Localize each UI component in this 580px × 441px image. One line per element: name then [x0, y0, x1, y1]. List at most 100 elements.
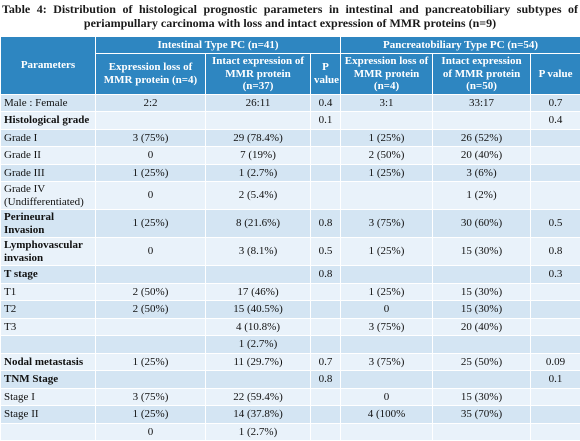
- row-label: Grade II: [1, 147, 96, 165]
- table-cell: [96, 266, 206, 284]
- table-cell: 4 (10.8%): [206, 318, 311, 336]
- table-title: Table 4: Distribution of histological pr…: [2, 2, 578, 31]
- table-cell: 0.8: [311, 210, 341, 238]
- table-cell: 3 (75%): [341, 318, 433, 336]
- table-cell: [311, 129, 341, 147]
- table-cell: [311, 182, 341, 210]
- table-cell: 0.09: [531, 353, 580, 371]
- table-cell: [531, 388, 580, 406]
- row-label: TNM Stage: [1, 371, 96, 389]
- table-cell: 15 (30%): [433, 301, 531, 319]
- table-cell: 3 (8.1%): [206, 238, 311, 266]
- row-label: T stage: [1, 266, 96, 284]
- table-cell: [341, 182, 433, 210]
- table-cell: [311, 301, 341, 319]
- table-cell: [531, 423, 580, 441]
- group-header: Pancreatobiliary Type PC (n=54): [341, 37, 580, 54]
- table-cell: [311, 406, 341, 424]
- table-cell: [341, 423, 433, 441]
- table-cell: [96, 112, 206, 130]
- column-header: Expression loss of MMR protein (n=4): [341, 54, 433, 95]
- table-cell: 0: [96, 238, 206, 266]
- column-header: Expression loss of MMR protein (n=4): [96, 54, 206, 95]
- table-cell: 3 (75%): [96, 388, 206, 406]
- row-label: Stage II: [1, 406, 96, 424]
- table-header: Parameters Intestinal Type PC (n=41) Pan…: [1, 37, 580, 95]
- table-cell: 0.7: [311, 353, 341, 371]
- table-cell: [531, 164, 580, 182]
- data-table: Parameters Intestinal Type PC (n=41) Pan…: [0, 36, 580, 441]
- column-header: P value: [531, 54, 580, 95]
- row-label: [1, 423, 96, 441]
- table-cell: 0.5: [311, 238, 341, 266]
- table-cell: 0.1: [311, 112, 341, 130]
- header-cell: Parameters: [1, 37, 96, 95]
- table-cell: [96, 336, 206, 354]
- table-cell: [433, 371, 531, 389]
- table-cell: 25 (50%): [433, 353, 531, 371]
- table-cell: 0.5: [531, 210, 580, 238]
- table-cell: 0: [96, 423, 206, 441]
- table-cell: 14 (37.8%): [206, 406, 311, 424]
- table-cell: 7 (19%): [206, 147, 311, 165]
- table-cell: [531, 406, 580, 424]
- table-cell: [531, 336, 580, 354]
- table-cell: [311, 283, 341, 301]
- table-cell: [206, 112, 311, 130]
- table-cell: [206, 371, 311, 389]
- table-cell: 1 (2.7%): [206, 423, 311, 441]
- table-cell: [206, 266, 311, 284]
- table-cell: 0: [341, 388, 433, 406]
- table-cell: 0.8: [311, 371, 341, 389]
- table-cell: [311, 423, 341, 441]
- table-cell: 3:1: [341, 94, 433, 112]
- table-cell: [341, 266, 433, 284]
- table-cell: [311, 147, 341, 165]
- table-cell: 1 (25%): [341, 238, 433, 266]
- table-cell: 1 (2.7%): [206, 164, 311, 182]
- group-header: Intestinal Type PC (n=41): [96, 37, 341, 54]
- table-cell: 0: [341, 301, 433, 319]
- table-cell: 1 (25%): [96, 164, 206, 182]
- table-cell: 1 (25%): [341, 283, 433, 301]
- table-cell: 15 (40.5%): [206, 301, 311, 319]
- table-cell: [96, 371, 206, 389]
- table-cell: [531, 301, 580, 319]
- table-cell: 1 (25%): [96, 406, 206, 424]
- table-cell: 26:11: [206, 94, 311, 112]
- table-cell: 35 (70%): [433, 406, 531, 424]
- row-label: Grade I: [1, 129, 96, 147]
- table-cell: [311, 336, 341, 354]
- table-cell: 33:17: [433, 94, 531, 112]
- table-cell: [433, 423, 531, 441]
- table-cell: [96, 318, 206, 336]
- table-cell: 0: [96, 147, 206, 165]
- table-cell: 1 (2%): [433, 182, 531, 210]
- table-cell: 15 (30%): [433, 388, 531, 406]
- table-cell: 4 (100%: [341, 406, 433, 424]
- row-label: Grade III: [1, 164, 96, 182]
- table-cell: 3 (6%): [433, 164, 531, 182]
- table-cell: 1 (25%): [96, 353, 206, 371]
- table-cell: 2 (5.4%): [206, 182, 311, 210]
- table-cell: 1 (25%): [341, 164, 433, 182]
- table-cell: [531, 147, 580, 165]
- column-header: P value: [311, 54, 341, 95]
- table-cell: [531, 318, 580, 336]
- table-cell: 1 (25%): [96, 210, 206, 238]
- table-cell: 8 (21.6%): [206, 210, 311, 238]
- row-label: Grade IV (Undifferentiated): [1, 182, 96, 210]
- table-cell: [433, 336, 531, 354]
- table-cell: [341, 371, 433, 389]
- table-cell: 2:2: [96, 94, 206, 112]
